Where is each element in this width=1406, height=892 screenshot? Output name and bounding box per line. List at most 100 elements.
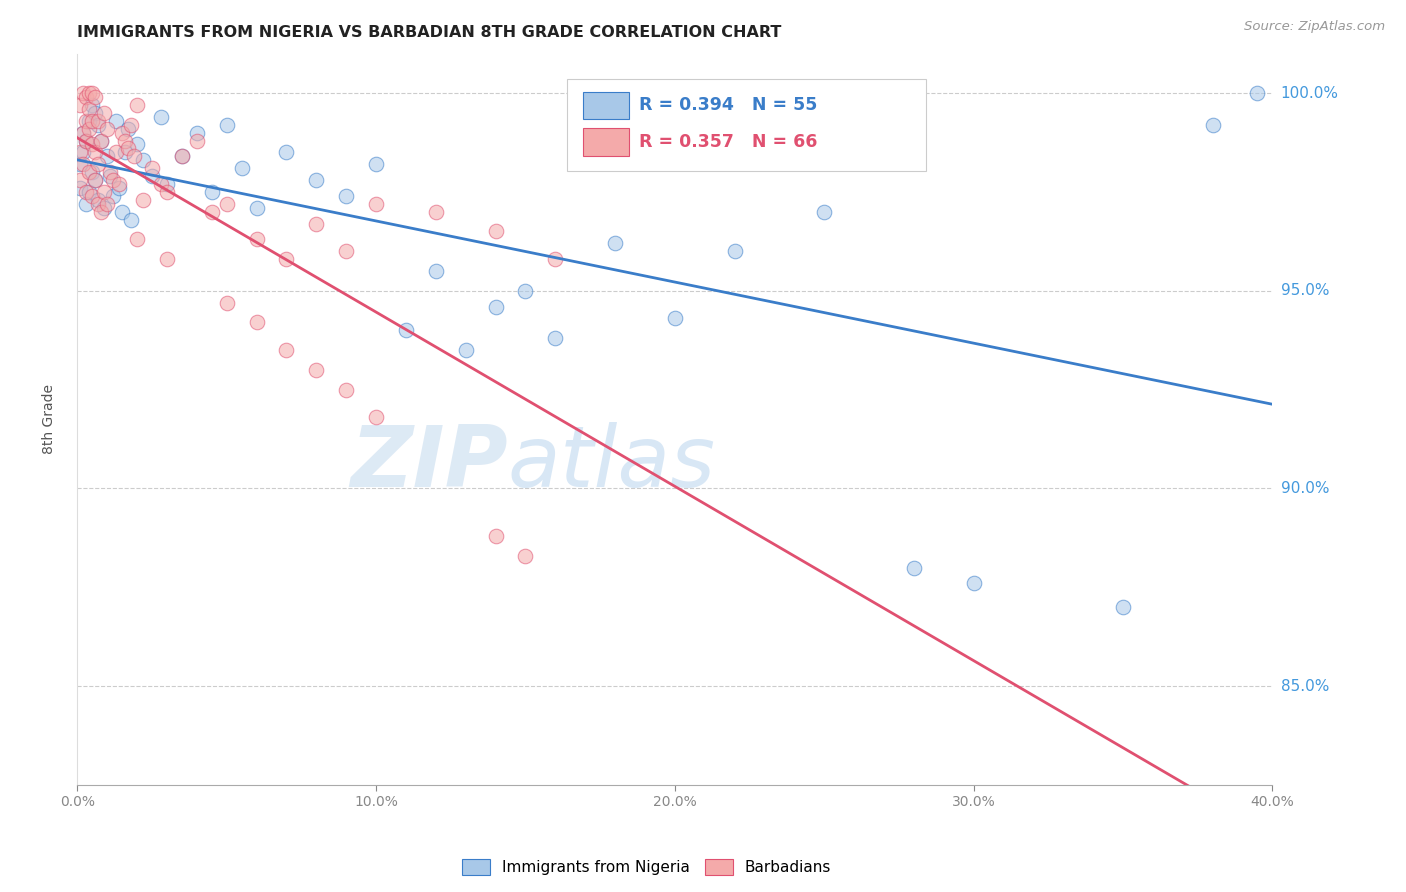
Point <box>117 141 139 155</box>
Point <box>150 177 173 191</box>
Point <box>903 560 925 574</box>
Point <box>69 157 91 171</box>
Point <box>105 145 128 160</box>
Text: atlas: atlas <box>508 422 716 505</box>
Point <box>231 161 253 176</box>
Point <box>69 173 91 187</box>
Point <box>170 149 193 163</box>
Point <box>114 134 136 148</box>
Point <box>111 204 134 219</box>
Point <box>96 196 118 211</box>
Point <box>87 193 110 207</box>
Point <box>69 145 91 160</box>
Y-axis label: 8th Grade: 8th Grade <box>42 384 56 454</box>
Point <box>127 232 149 246</box>
Point <box>105 113 128 128</box>
Point <box>79 121 101 136</box>
Point <box>84 90 107 104</box>
Point <box>246 201 269 215</box>
Point <box>1202 118 1225 132</box>
Point <box>156 185 179 199</box>
Point <box>90 134 112 148</box>
Point <box>93 185 115 199</box>
Point <box>111 126 134 140</box>
Point <box>84 173 107 187</box>
Point <box>72 126 94 140</box>
Text: 95.0%: 95.0% <box>1281 284 1329 298</box>
Point <box>82 165 104 179</box>
Point <box>605 236 627 251</box>
Point <box>75 185 97 199</box>
Point <box>103 189 124 203</box>
Point <box>90 204 112 219</box>
Point <box>156 177 179 191</box>
Point <box>515 549 537 563</box>
Point <box>84 105 107 120</box>
Point <box>425 204 447 219</box>
Point <box>82 137 104 152</box>
Point <box>366 410 388 425</box>
Point <box>120 118 142 132</box>
Point <box>366 157 388 171</box>
Point <box>305 217 328 231</box>
Point <box>75 134 97 148</box>
Point <box>127 137 149 152</box>
Point <box>515 284 537 298</box>
Point <box>72 86 94 100</box>
Point <box>276 252 298 266</box>
Point <box>141 169 163 183</box>
Text: IMMIGRANTS FROM NIGERIA VS BARBADIAN 8TH GRADE CORRELATION CHART: IMMIGRANTS FROM NIGERIA VS BARBADIAN 8TH… <box>77 25 782 40</box>
Point <box>82 86 104 100</box>
Point <box>276 145 298 160</box>
Point <box>84 145 107 160</box>
Point <box>79 102 101 116</box>
Point <box>132 153 155 168</box>
Point <box>132 193 155 207</box>
Point <box>485 529 508 543</box>
Point <box>335 244 357 259</box>
Point <box>120 212 142 227</box>
Point <box>79 113 101 128</box>
Point <box>98 169 121 183</box>
Text: 100.0%: 100.0% <box>1281 86 1339 101</box>
Point <box>186 126 208 140</box>
Text: R = 0.357   N = 66: R = 0.357 N = 66 <box>640 133 817 151</box>
Point <box>96 149 118 163</box>
Point <box>335 189 357 203</box>
Legend: Immigrants from Nigeria, Barbadians: Immigrants from Nigeria, Barbadians <box>463 860 831 875</box>
Point <box>246 232 269 246</box>
Point <box>963 576 986 591</box>
Point <box>79 86 101 100</box>
Point <box>485 300 508 314</box>
Point <box>201 204 224 219</box>
Point <box>366 196 388 211</box>
Point <box>425 264 447 278</box>
Point <box>141 161 163 176</box>
Point <box>485 224 508 238</box>
Point <box>87 118 110 132</box>
Point <box>664 311 686 326</box>
Text: 90.0%: 90.0% <box>1281 481 1329 496</box>
Point <box>69 181 91 195</box>
Point <box>79 185 101 199</box>
Point <box>544 331 567 345</box>
Point <box>90 134 112 148</box>
Point <box>75 113 97 128</box>
Point <box>69 98 91 112</box>
Point <box>93 201 115 215</box>
Point <box>87 113 110 128</box>
Point <box>96 121 118 136</box>
Text: Source: ZipAtlas.com: Source: ZipAtlas.com <box>1244 20 1385 33</box>
Point <box>72 157 94 171</box>
Point <box>215 295 238 310</box>
Point <box>82 189 104 203</box>
Point <box>82 113 104 128</box>
Point <box>75 134 97 148</box>
Point <box>114 145 136 160</box>
FancyBboxPatch shape <box>583 128 630 156</box>
Point <box>72 145 94 160</box>
Text: R = 0.394   N = 55: R = 0.394 N = 55 <box>640 96 817 114</box>
Point <box>87 196 110 211</box>
Point <box>82 98 104 112</box>
Point <box>201 185 224 199</box>
